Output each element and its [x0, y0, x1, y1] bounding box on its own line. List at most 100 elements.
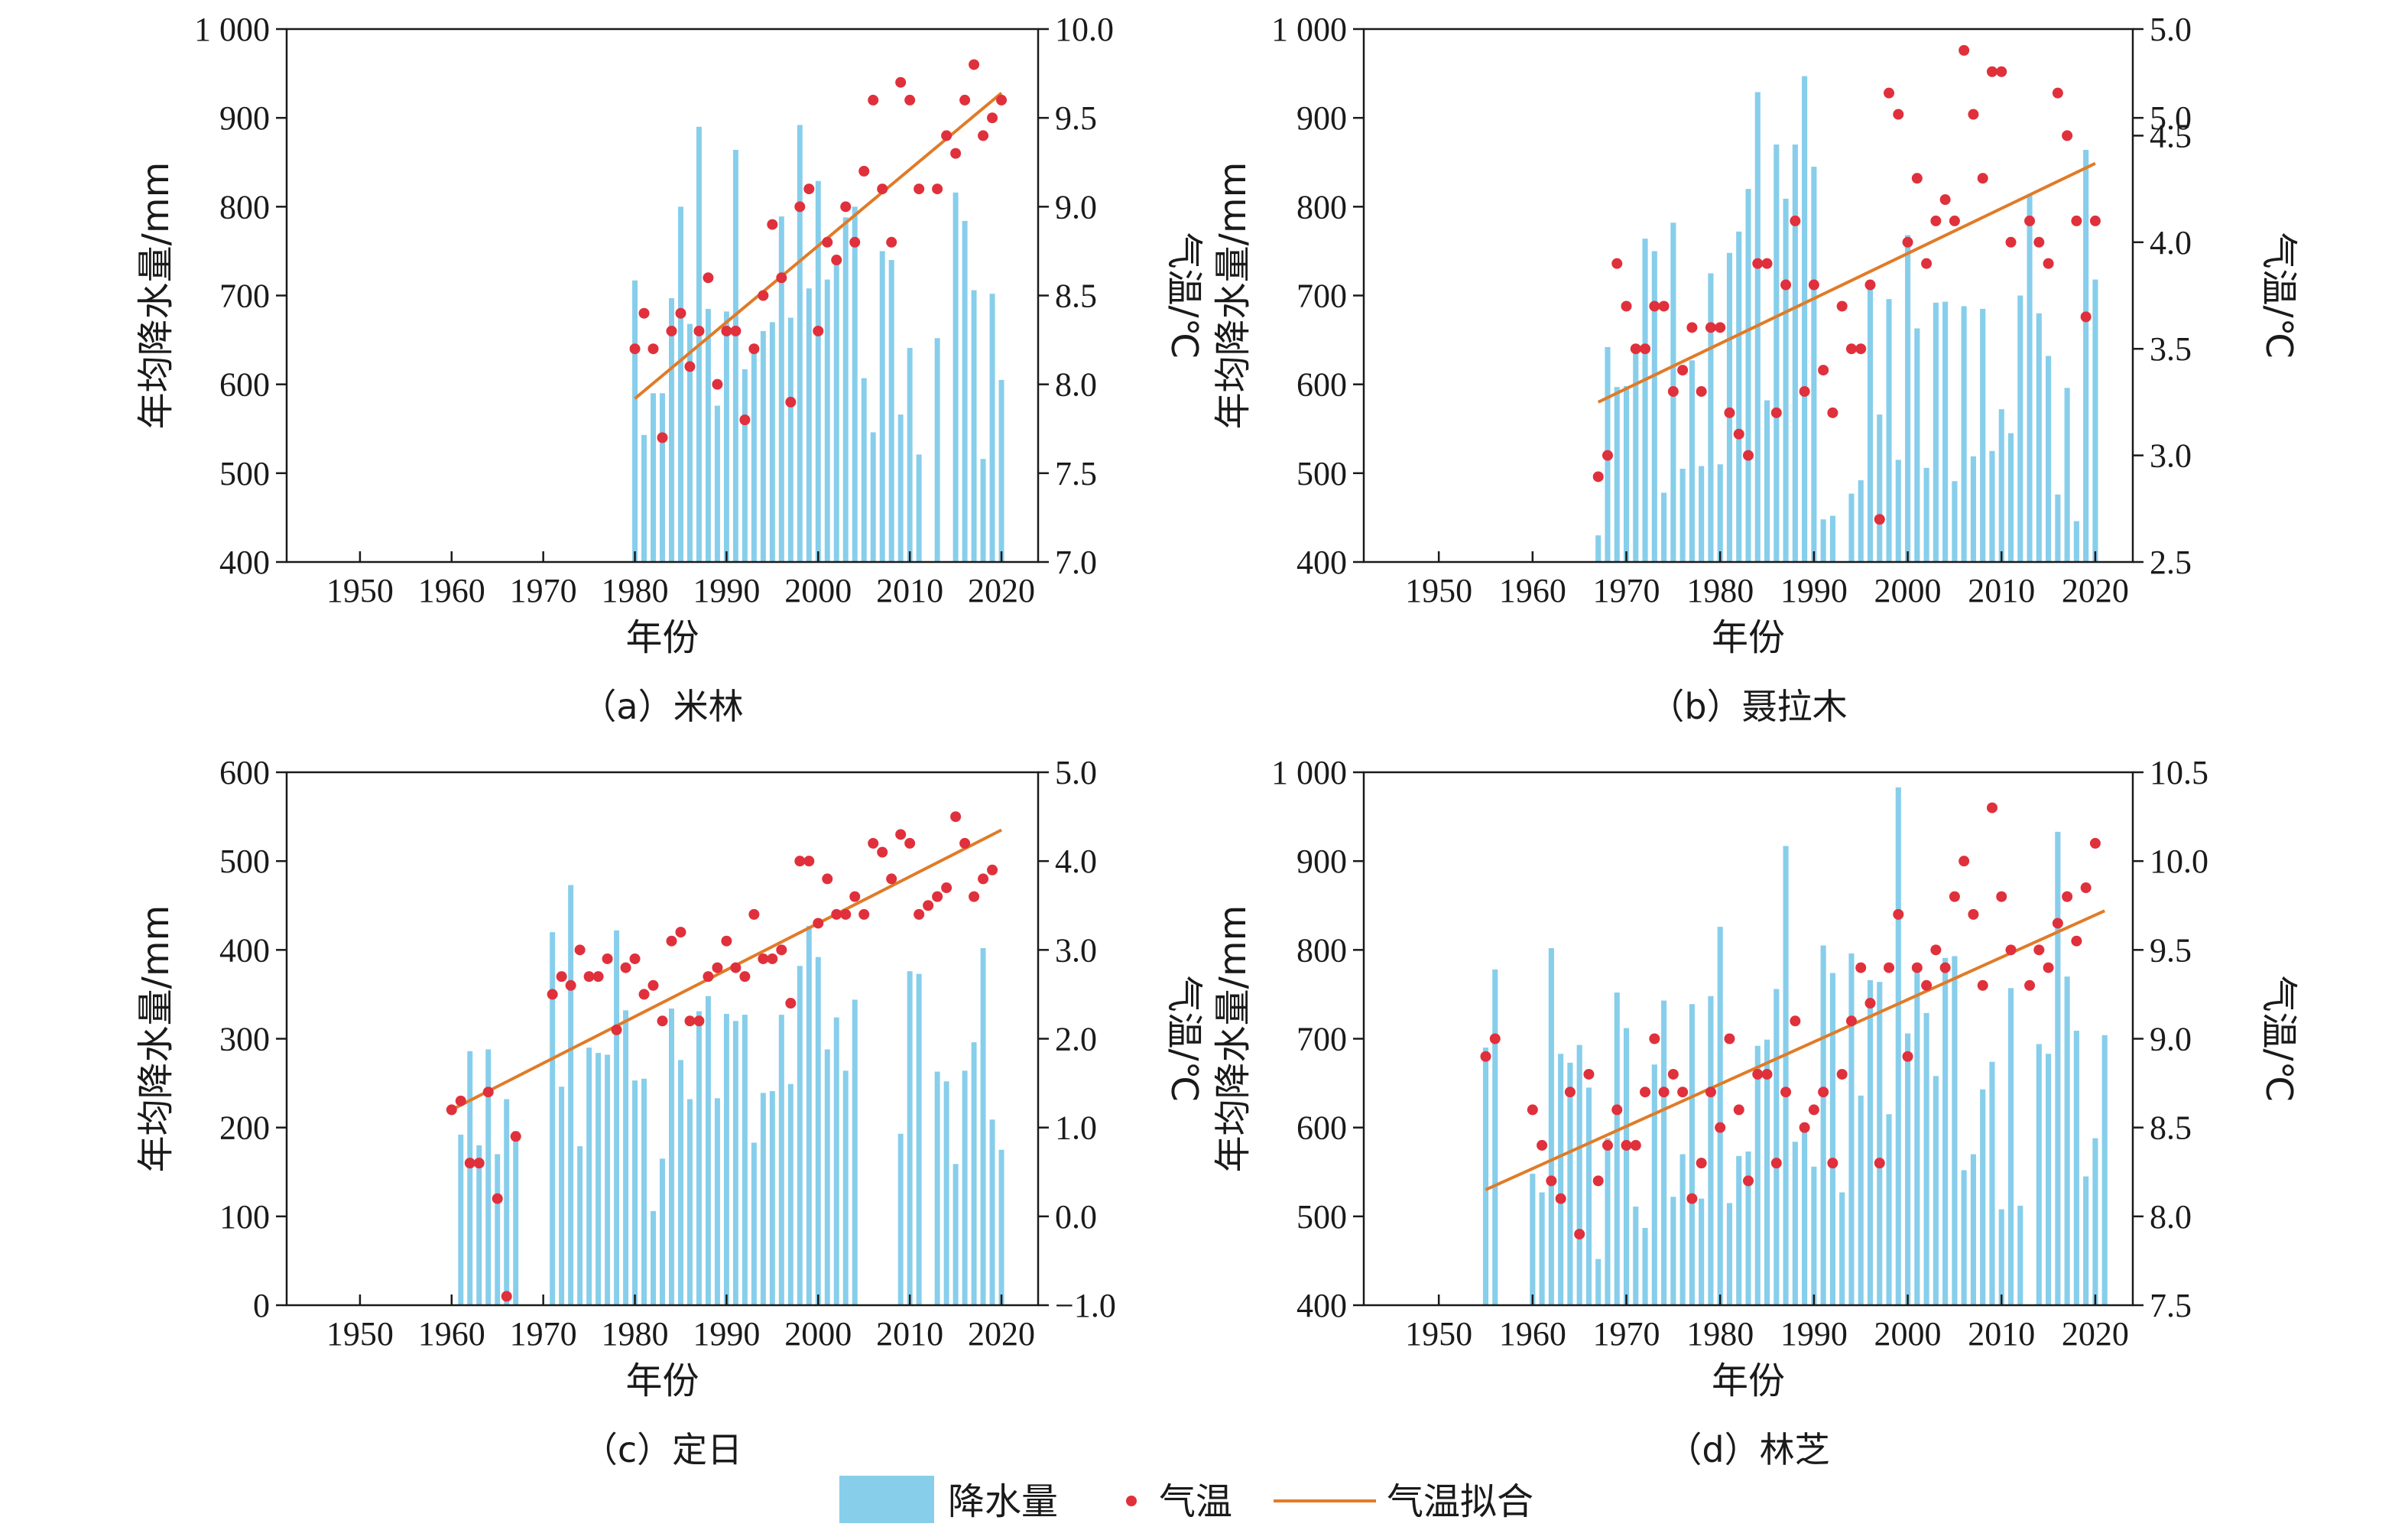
y2-tick-label: 9.5 [2150, 931, 2192, 969]
precip-bar [632, 1080, 638, 1305]
temp-point [657, 1015, 668, 1027]
temp-point [1893, 908, 1904, 920]
temp-point [748, 908, 760, 920]
y2-axis-label: 气温/℃ [2257, 975, 2300, 1102]
precip-bar [769, 322, 775, 562]
precip-bar [842, 217, 849, 562]
temp-point [1480, 1051, 1491, 1062]
precip-bar [907, 348, 913, 562]
panels: 1950 1960 1970 1980 1990 2000 2010 202040050060… [135, 11, 2300, 1470]
temp-point [803, 856, 815, 867]
y2-tick-label: 7.0 [1055, 544, 1097, 581]
temp-point [547, 989, 558, 1000]
precip-bar [550, 932, 556, 1305]
temp-point [840, 201, 852, 213]
temp-point [703, 272, 714, 284]
temp-points [1480, 802, 2101, 1240]
precip-bar [1858, 1095, 1864, 1305]
temp-point [1864, 998, 1876, 1009]
temp-point [803, 184, 815, 195]
precip-bar [1689, 1004, 1695, 1305]
temp-point [904, 837, 916, 849]
y-tick-label: 600 [1296, 366, 1347, 404]
precip-bar [1633, 349, 1639, 562]
precip-bar [742, 369, 748, 562]
precip-bar [1539, 1192, 1545, 1305]
precip-bar [852, 206, 858, 562]
precip-bar [2064, 388, 2070, 562]
precip-bar [458, 1134, 464, 1305]
temp-point [1836, 1068, 1848, 1080]
temp-point [739, 971, 751, 983]
precip-bar [1811, 167, 1817, 562]
legend: 降水量 气温 气温拟合 [839, 1476, 1533, 1523]
precip-bar [723, 1013, 729, 1305]
y2-tick-label: 0.0 [1055, 1198, 1097, 1236]
y2-axis-label: 气温/℃ [1163, 232, 1206, 359]
precip-bar [1548, 948, 1554, 1305]
x-tick-label: 1950 [326, 1315, 394, 1353]
precip-bar [2007, 433, 2014, 562]
precip-bar [577, 1146, 583, 1305]
precip-bar [1961, 1170, 1967, 1305]
precip-bar [732, 149, 738, 562]
temp-point [1602, 450, 1613, 461]
temp-point [1845, 1015, 1857, 1027]
temp-point [1696, 385, 1707, 397]
precip-bar [1905, 1033, 1911, 1305]
temp-point [813, 325, 824, 336]
precip-bar [1923, 467, 1929, 562]
temp-point [1686, 1193, 1698, 1204]
y-tick-label: 900 [1296, 99, 1347, 137]
temp-point [1752, 258, 1764, 269]
temp-point [1884, 87, 1895, 99]
temp-point [987, 864, 998, 875]
precip-bar [1679, 469, 1686, 562]
precip-bars [632, 125, 1004, 563]
x-tick-label: 1980 [602, 572, 669, 609]
precip-bar [797, 125, 803, 562]
y2-tick-label: 7.5 [1055, 455, 1097, 492]
temp-point [831, 255, 842, 266]
precip-bar [1877, 982, 1883, 1305]
precip-bar [760, 330, 766, 562]
temp-point [1733, 1104, 1744, 1116]
precip-bar [1661, 492, 1667, 562]
y2-tick-label: 10.0 [1055, 11, 1114, 48]
x-tick-label: 1950 [1405, 1315, 1472, 1353]
temp-point [1818, 1087, 1829, 1098]
precip-bar [907, 971, 913, 1305]
temp-point [1761, 258, 1773, 269]
temp-point [1611, 258, 1623, 269]
y-tick-label: 800 [1296, 188, 1347, 226]
precip-bar [824, 279, 830, 562]
y2-tick-label: 2.5 [2150, 544, 2192, 581]
precip-bar [1914, 328, 1920, 562]
precip-bar [714, 1098, 720, 1305]
temp-point [1724, 1033, 1735, 1044]
temp-point [2052, 87, 2063, 99]
precip-bar [568, 885, 574, 1305]
precip-bar [2073, 521, 2079, 562]
temp-point [941, 882, 952, 894]
precip-bar [2101, 1035, 2108, 1305]
temp-point [1902, 1051, 1913, 1062]
temp-point [1818, 365, 1829, 376]
panel-caption: （b）聂拉木 [1649, 686, 1847, 727]
precip-bar [833, 1017, 839, 1305]
precip-bar [1998, 409, 2004, 562]
precip-bar [897, 1133, 904, 1305]
temp-point [748, 343, 760, 355]
temp-point [767, 219, 778, 230]
precip-bar [1567, 1062, 1573, 1305]
precip-bar [2092, 279, 2098, 562]
temp-point [1949, 215, 1960, 226]
precip-bar [677, 206, 683, 562]
x-tick-label: 1990 [693, 572, 760, 609]
temp-point [501, 1291, 512, 1302]
temp-point [895, 829, 907, 840]
temp-point [1977, 173, 1988, 184]
precip-bar [1802, 1128, 1808, 1305]
y2-tick-label: 9.0 [2150, 1021, 2192, 1058]
temp-point [1939, 194, 1951, 206]
